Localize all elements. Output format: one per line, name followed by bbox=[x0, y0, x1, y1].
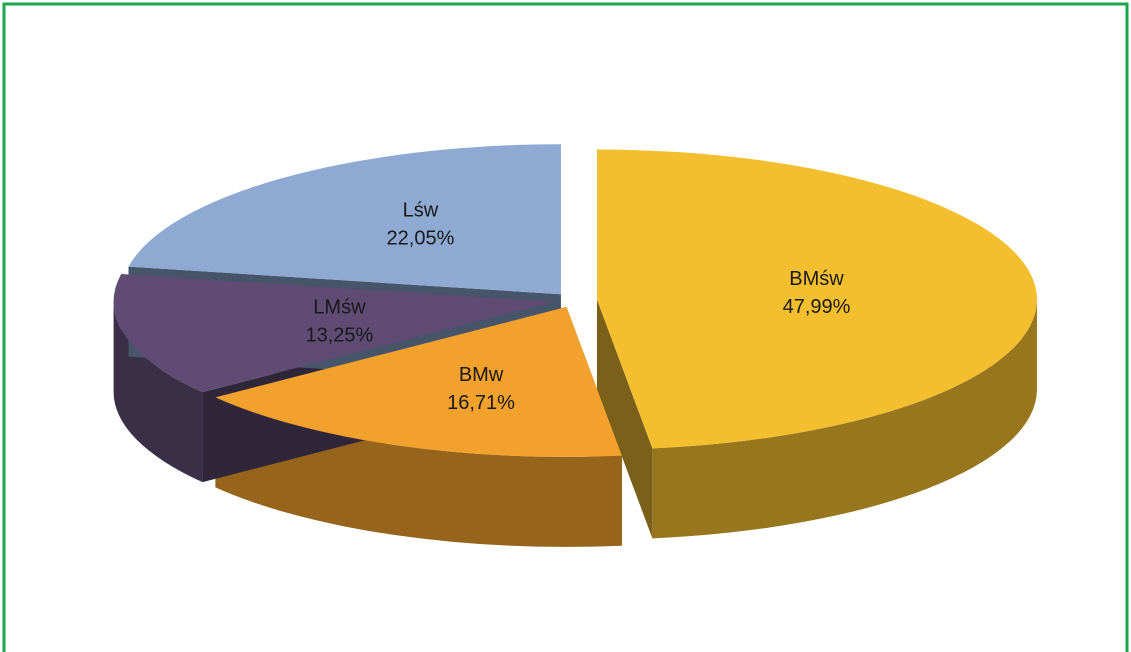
slice bbox=[128, 144, 561, 295]
slice-side bbox=[652, 299, 1037, 539]
slice-value-label: 22,05% bbox=[387, 227, 455, 249]
slice-side bbox=[113, 301, 203, 483]
slice-tops bbox=[113, 144, 1037, 457]
slice-value-label: 13,25% bbox=[306, 325, 374, 347]
slice bbox=[596, 149, 1037, 449]
slice-value-label: 47,99% bbox=[783, 296, 851, 318]
slice-category-label: Lśw bbox=[403, 199, 439, 221]
slice-category-label: LMśw bbox=[313, 297, 366, 319]
slice-category-label: BMw bbox=[459, 364, 504, 386]
slice-category-label: BMśw bbox=[789, 268, 844, 290]
slice-value-label: 16,71% bbox=[447, 392, 515, 414]
slice-face bbox=[596, 299, 653, 539]
slice bbox=[113, 274, 554, 393]
slice bbox=[215, 306, 622, 457]
